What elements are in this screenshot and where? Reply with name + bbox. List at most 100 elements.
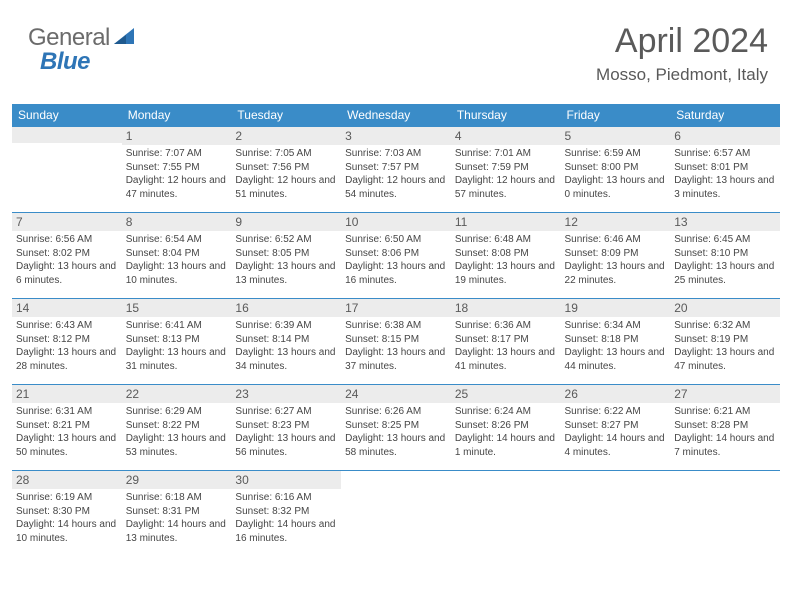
day-cell: 5 Sunrise: 6:59 AMSunset: 8:00 PMDaylight… [561, 126, 671, 212]
day-details: Sunrise: 6:21 AMSunset: 8:28 PMDaylight:… [674, 405, 776, 459]
calendar-cell: 12Sunrise: 6:46 AMSunset: 8:09 PMDayligh… [561, 212, 671, 298]
day-details: Sunrise: 7:01 AMSunset: 7:59 PMDaylight:… [455, 147, 557, 201]
day-details: Sunrise: 6:46 AMSunset: 8:09 PMDaylight:… [565, 233, 667, 287]
day-cell: 20 Sunrise: 6:32 AMSunset: 8:19 PMDayligh… [670, 298, 780, 384]
day-details: Sunrise: 6:19 AMSunset: 8:30 PMDaylight:… [16, 491, 118, 545]
calendar-cell: 18 Sunrise: 6:36 AMSunset: 8:17 PMDayligh… [451, 298, 561, 384]
day-details: Sunrise: 6:16 AMSunset: 8:32 PMDaylight:… [235, 491, 337, 545]
day-details: Sunrise: 6:48 AMSunset: 8:08 PMDaylight:… [455, 233, 557, 287]
calendar-cell: 4 Sunrise: 7:01 AMSunset: 7:59 PMDaylight… [451, 126, 561, 212]
day-number: 22 [122, 385, 232, 403]
day-cell: 23Sunrise: 6:27 AMSunset: 8:23 PMDayligh… [231, 384, 341, 470]
day-details: Sunrise: 6:56 AMSunset: 8:02 PMDaylight:… [16, 233, 118, 287]
day-details: Sunrise: 6:59 AMSunset: 8:00 PMDaylight:… [565, 147, 667, 201]
day-number: 13 [670, 213, 780, 231]
day-cell: 4 Sunrise: 7:01 AMSunset: 7:59 PMDaylight… [451, 126, 561, 212]
day-cell: 3Sunrise: 7:03 AMSunset: 7:57 PMDaylight… [341, 126, 451, 212]
dow-wednesday: Wednesday [341, 104, 451, 126]
day-details: Sunrise: 7:03 AMSunset: 7:57 PMDaylight:… [345, 147, 447, 201]
calendar-week-row: 7 Sunrise: 6:56 AMSunset: 8:02 PMDaylight… [12, 212, 780, 298]
day-cell: 15 Sunrise: 6:41 AMSunset: 8:13 PMDayligh… [122, 298, 232, 384]
dow-thursday: Thursday [451, 104, 561, 126]
calendar-cell: 25Sunrise: 6:24 AMSunset: 8:26 PMDayligh… [451, 384, 561, 470]
day-cell: 12Sunrise: 6:46 AMSunset: 8:09 PMDayligh… [561, 212, 671, 298]
calendar-cell: 22Sunrise: 6:29 AMSunset: 8:22 PMDayligh… [122, 384, 232, 470]
calendar-cell: 27 Sunrise: 6:21 AMSunset: 8:28 PMDayligh… [670, 384, 780, 470]
day-cell: 7 Sunrise: 6:56 AMSunset: 8:02 PMDaylight… [12, 212, 122, 298]
day-cell: 14Sunrise: 6:43 AMSunset: 8:12 PMDayligh… [12, 298, 122, 384]
day-number: 23 [231, 385, 341, 403]
calendar-cell: 29Sunrise: 6:18 AMSunset: 8:31 PMDayligh… [122, 470, 232, 556]
day-details: Sunrise: 6:50 AMSunset: 8:06 PMDaylight:… [345, 233, 447, 287]
day-details: Sunrise: 6:39 AMSunset: 8:14 PMDaylight:… [235, 319, 337, 373]
day-number: 18 [451, 299, 561, 317]
calendar-week-row: 1 Sunrise: 7:07 AMSunset: 7:55 PMDaylight… [12, 126, 780, 212]
day-cell: 19Sunrise: 6:34 AMSunset: 8:18 PMDayligh… [561, 298, 671, 384]
day-cell: 28Sunrise: 6:19 AMSunset: 8:30 PMDayligh… [12, 470, 122, 556]
day-details: Sunrise: 6:41 AMSunset: 8:13 PMDaylight:… [126, 319, 228, 373]
day-cell: 26Sunrise: 6:22 AMSunset: 8:27 PMDayligh… [561, 384, 671, 470]
day-cell: 21Sunrise: 6:31 AMSunset: 8:21 PMDayligh… [12, 384, 122, 470]
day-number: 7 [12, 213, 122, 231]
day-number: 8 [122, 213, 232, 231]
day-details: Sunrise: 6:38 AMSunset: 8:15 PMDaylight:… [345, 319, 447, 373]
calendar-week-row: 28Sunrise: 6:19 AMSunset: 8:30 PMDayligh… [12, 470, 780, 556]
day-cell: 10 Sunrise: 6:50 AMSunset: 8:06 PMDayligh… [341, 212, 451, 298]
header-title: April 2024 Mosso, Piedmont, Italy [596, 22, 768, 85]
day-details: Sunrise: 6:57 AMSunset: 8:01 PMDaylight:… [674, 147, 776, 201]
day-cell: 13Sunrise: 6:45 AMSunset: 8:10 PMDayligh… [670, 212, 780, 298]
calendar-cell [451, 470, 561, 556]
dow-tuesday: Tuesday [231, 104, 341, 126]
empty-day [12, 126, 122, 212]
day-cell: 22Sunrise: 6:29 AMSunset: 8:22 PMDayligh… [122, 384, 232, 470]
day-details: Sunrise: 6:36 AMSunset: 8:17 PMDaylight:… [455, 319, 557, 373]
day-number: 25 [451, 385, 561, 403]
calendar-table: Sunday Monday Tuesday Wednesday Thursday… [12, 104, 780, 556]
day-number: 27 [670, 385, 780, 403]
calendar-cell [12, 126, 122, 212]
day-cell: 29Sunrise: 6:18 AMSunset: 8:31 PMDayligh… [122, 470, 232, 556]
calendar-cell: 28Sunrise: 6:19 AMSunset: 8:30 PMDayligh… [12, 470, 122, 556]
day-number: 20 [670, 299, 780, 317]
day-number: 15 [122, 299, 232, 317]
day-cell: 30 Sunrise: 6:16 AMSunset: 8:32 PMDayligh… [231, 470, 341, 556]
calendar-cell: 3Sunrise: 7:03 AMSunset: 7:57 PMDaylight… [341, 126, 451, 212]
calendar-cell: 17 Sunrise: 6:38 AMSunset: 8:15 PMDayligh… [341, 298, 451, 384]
day-details: Sunrise: 7:07 AMSunset: 7:55 PMDaylight:… [126, 147, 228, 201]
day-number: 30 [231, 471, 341, 489]
day-number: 1 [122, 127, 232, 145]
calendar-week-row: 14Sunrise: 6:43 AMSunset: 8:12 PMDayligh… [12, 298, 780, 384]
calendar-cell: 24Sunrise: 6:26 AMSunset: 8:25 PMDayligh… [341, 384, 451, 470]
calendar-cell [341, 470, 451, 556]
day-cell: 9Sunrise: 6:52 AMSunset: 8:05 PMDaylight… [231, 212, 341, 298]
day-details: Sunrise: 7:05 AMSunset: 7:56 PMDaylight:… [235, 147, 337, 201]
calendar-cell: 30 Sunrise: 6:16 AMSunset: 8:32 PMDayligh… [231, 470, 341, 556]
calendar-cell: 5 Sunrise: 6:59 AMSunset: 8:00 PMDaylight… [561, 126, 671, 212]
day-cell: 1 Sunrise: 7:07 AMSunset: 7:55 PMDaylight… [122, 126, 232, 212]
day-cell: 16 Sunrise: 6:39 AMSunset: 8:14 PMDayligh… [231, 298, 341, 384]
dow-sunday: Sunday [12, 104, 122, 126]
day-number: 16 [231, 299, 341, 317]
day-number: 10 [341, 213, 451, 231]
calendar-cell: 8Sunrise: 6:54 AMSunset: 8:04 PMDaylight… [122, 212, 232, 298]
empty-day [561, 470, 671, 556]
calendar-cell: 1 Sunrise: 7:07 AMSunset: 7:55 PMDaylight… [122, 126, 232, 212]
day-number: 4 [451, 127, 561, 145]
day-number: 21 [12, 385, 122, 403]
calendar-cell: 2Sunrise: 7:05 AMSunset: 7:56 PMDaylight… [231, 126, 341, 212]
calendar-header-row: Sunday Monday Tuesday Wednesday Thursday… [12, 104, 780, 126]
day-details: Sunrise: 6:32 AMSunset: 8:19 PMDaylight:… [674, 319, 776, 373]
calendar-cell: 11Sunrise: 6:48 AMSunset: 8:08 PMDayligh… [451, 212, 561, 298]
logo-text-blue-wrap: Blue [40, 48, 90, 76]
day-number: 17 [341, 299, 451, 317]
dow-saturday: Saturday [670, 104, 780, 126]
calendar-cell: 13Sunrise: 6:45 AMSunset: 8:10 PMDayligh… [670, 212, 780, 298]
calendar-cell: 14Sunrise: 6:43 AMSunset: 8:12 PMDayligh… [12, 298, 122, 384]
calendar-cell [670, 470, 780, 556]
calendar-cell: 9Sunrise: 6:52 AMSunset: 8:05 PMDaylight… [231, 212, 341, 298]
day-number: 26 [561, 385, 671, 403]
month-year: April 2024 [596, 22, 768, 61]
day-details: Sunrise: 6:26 AMSunset: 8:25 PMDaylight:… [345, 405, 447, 459]
calendar-cell: 10 Sunrise: 6:50 AMSunset: 8:06 PMDayligh… [341, 212, 451, 298]
day-number: 5 [561, 127, 671, 145]
